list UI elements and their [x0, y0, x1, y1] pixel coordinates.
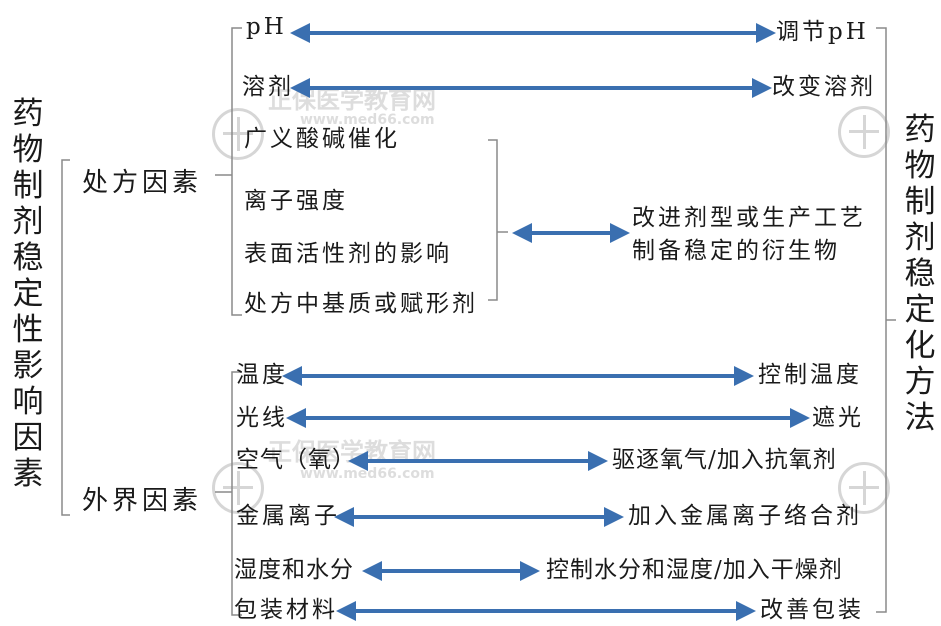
method-light: 遮光 [812, 405, 864, 431]
method-packaging: 改善包装 [760, 597, 864, 623]
factor-packaging: 包装材料 [234, 597, 338, 623]
factor-temperature: 温度 [236, 362, 288, 388]
right-title: 药 物 制 剂 稳 定 化 方 法 [904, 112, 936, 436]
group-factor-surfactant: 表面活性剂的影响 [244, 241, 452, 267]
method-ph: 调节pH [776, 19, 869, 45]
watermark-logo-icon [838, 462, 890, 514]
factor-oxygen: 空气（氧） [236, 447, 356, 473]
right-main-bracket [876, 27, 887, 613]
factor-light: 光线 [236, 405, 288, 431]
method-solvent: 改变溶剂 [772, 74, 876, 100]
watermark-logo-icon [838, 106, 890, 158]
group-bracket [488, 139, 498, 301]
prescription-bracket [231, 27, 242, 316]
factor-solvent: 溶剂 [242, 74, 294, 100]
category-prescription: 处方因素 [82, 168, 203, 198]
watermark-logo-icon [212, 462, 264, 514]
group-factor-acid-base: 广义酸碱催化 [244, 126, 400, 152]
external-bracket [231, 371, 242, 616]
method-oxygen: 驱逐氧气/加入抗氧剂 [612, 447, 837, 473]
group-method-line1: 改进剂型或生产工艺 [632, 205, 866, 231]
watermark-url: www.med66.com [300, 112, 435, 128]
factor-metal-ion: 金属离子 [236, 503, 340, 529]
watermark-logo-icon [212, 108, 264, 160]
group-factor-excipient: 处方中基质或赋形剂 [244, 291, 478, 317]
category-external: 外界因素 [82, 486, 203, 516]
left-main-bracket [61, 159, 70, 516]
group-factor-ionic-strength: 离子强度 [244, 188, 348, 214]
factor-ph: pH [246, 14, 287, 40]
group-method-line2: 制备稳定的衍生物 [632, 238, 840, 264]
method-humidity: 控制水分和湿度/加入干燥剂 [546, 557, 843, 583]
method-temperature: 控制温度 [758, 362, 862, 388]
left-title: 药 物 制 剂 稳 定 性 影 响 因 素 [12, 96, 44, 492]
method-metal-ion: 加入金属离子络合剂 [628, 503, 862, 529]
factor-humidity: 湿度和水分 [234, 557, 354, 583]
